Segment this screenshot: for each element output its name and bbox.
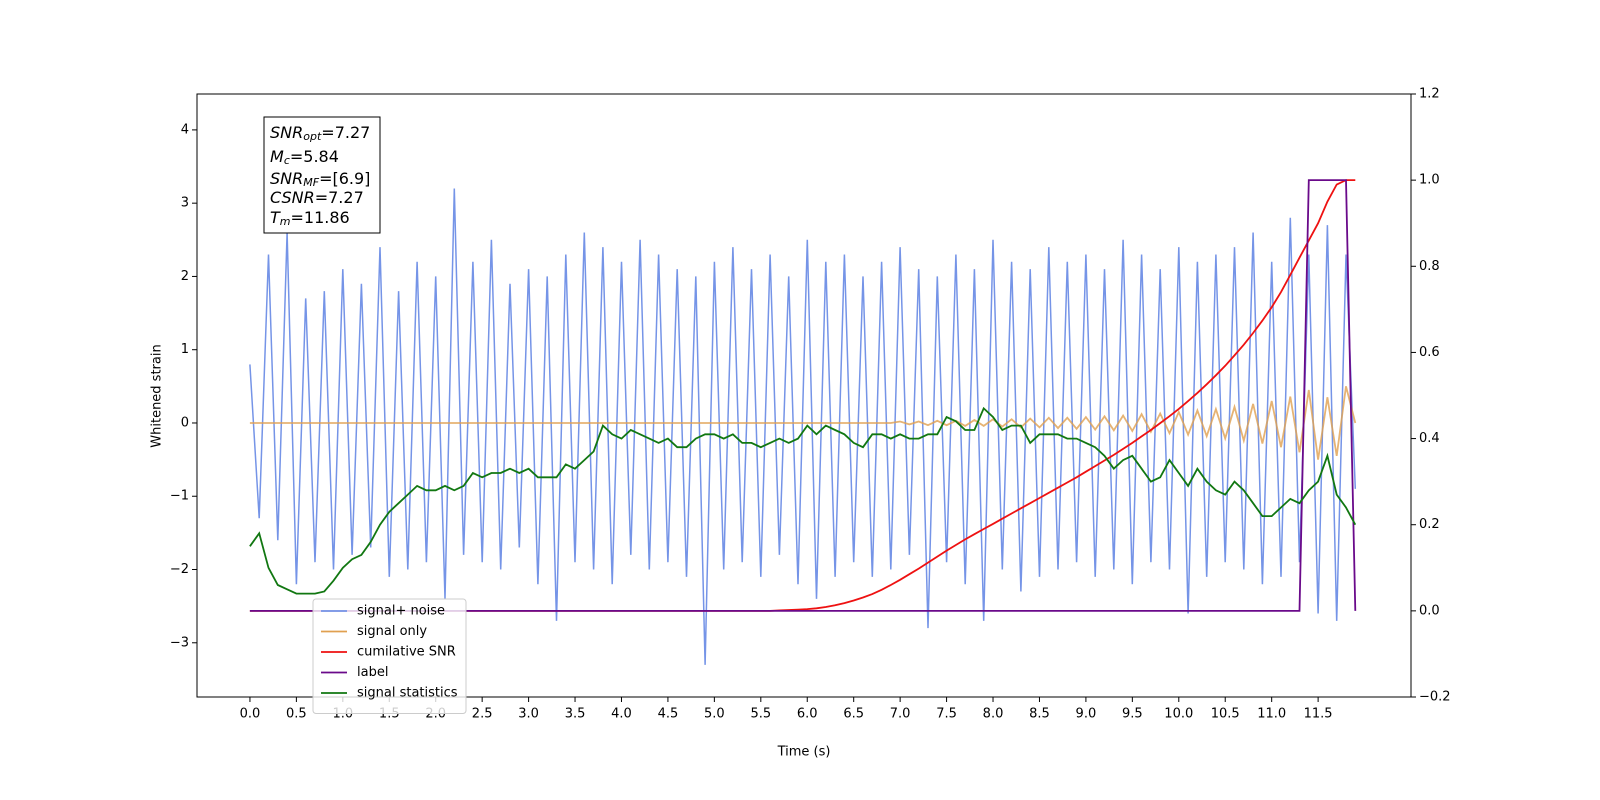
y-tick-label: −1 <box>170 489 189 504</box>
x-tick-label: 4.0 <box>611 707 632 722</box>
y2-tick-label: −0.2 <box>1419 690 1451 705</box>
annotation: Mc=5.84 <box>270 147 339 168</box>
series-line <box>249 188 1357 665</box>
y-tick-label: 2 <box>181 269 189 284</box>
y2-tick-label: 0.6 <box>1419 345 1440 360</box>
x-tick-label: 11.5 <box>1304 707 1333 722</box>
y2-tick-label: 0.8 <box>1419 259 1440 274</box>
y-tick-label: 0 <box>181 415 189 430</box>
y2-tick-label: 0.2 <box>1419 517 1440 532</box>
series-line <box>249 406 1357 595</box>
x-tick-label: 3.0 <box>518 707 539 722</box>
annotation: SNRopt=7.27 <box>270 123 370 144</box>
legend-label: signal only <box>357 624 427 639</box>
x-tick-label: 6.5 <box>843 707 864 722</box>
y2-tick-label: 0.0 <box>1419 603 1440 618</box>
annotation: CSNR=7.27 <box>270 188 364 207</box>
x-tick-label: 9.5 <box>1122 707 1143 722</box>
legend-box <box>312 598 467 714</box>
annotation-name: CSNR <box>270 188 315 207</box>
series-line <box>249 386 1357 460</box>
y-tick-label: −2 <box>170 562 189 577</box>
annotation-box <box>263 116 381 234</box>
x-tick-label: 3.5 <box>565 707 586 722</box>
y2-tick-label: 1.2 <box>1419 87 1440 102</box>
annotation-sub: MF <box>303 176 319 189</box>
y2-tick-label: 1.0 <box>1419 173 1440 188</box>
x-tick-label: 7.5 <box>936 707 957 722</box>
x-tick-label: 0.0 <box>240 707 261 722</box>
annotation-sub: c <box>284 154 290 167</box>
legend-label: signal+ noise <box>357 604 445 619</box>
annotation-name: M <box>270 147 284 166</box>
annotation-value: =11.86 <box>291 208 350 227</box>
y-tick-label: −3 <box>170 635 189 650</box>
annotation-value: =[6.9] <box>319 169 370 188</box>
x-tick-label: 5.0 <box>704 707 725 722</box>
x-tick-label: 8.0 <box>983 707 1004 722</box>
legend-label: cumilative SNR <box>357 645 456 660</box>
plot-frame <box>196 93 1412 698</box>
annotation-sub: m <box>280 215 291 228</box>
x-tick-label: 5.5 <box>750 707 771 722</box>
annotation: Tm=11.86 <box>270 208 350 229</box>
x-axis-label: Time (s) <box>777 745 831 760</box>
y-tick-label: 3 <box>181 196 189 211</box>
x-tick-label: 9.0 <box>1076 707 1097 722</box>
y2-tick-label: 0.4 <box>1419 431 1440 446</box>
x-tick-label: 10.5 <box>1211 707 1240 722</box>
legend-label: signal statistics <box>357 686 458 701</box>
x-tick-label: 7.0 <box>890 707 911 722</box>
x-tick-label: 8.5 <box>1029 707 1050 722</box>
y-tick-label: 1 <box>181 342 189 357</box>
x-tick-label: 11.0 <box>1257 707 1286 722</box>
annotation: SNRMF=[6.9] <box>270 169 370 190</box>
y-axis-label: Whitened strain <box>150 344 165 447</box>
x-tick-label: 4.5 <box>658 707 679 722</box>
annotation-name: T <box>270 208 281 227</box>
annotation-name: SNR <box>270 123 303 142</box>
x-tick-label: 6.0 <box>797 707 818 722</box>
annotation-value: =7.27 <box>315 188 364 207</box>
x-tick-label: 2.5 <box>472 707 493 722</box>
annotation-sub: opt <box>303 130 322 143</box>
x-tick-label: 0.5 <box>286 707 307 722</box>
y-tick-label: 4 <box>181 122 189 137</box>
annotation-value: =7.27 <box>321 123 370 142</box>
annotation-name: SNR <box>270 169 303 188</box>
annotation-value: =5.84 <box>290 147 339 166</box>
legend-label: label <box>357 665 388 680</box>
x-tick-label: 10.0 <box>1164 707 1193 722</box>
